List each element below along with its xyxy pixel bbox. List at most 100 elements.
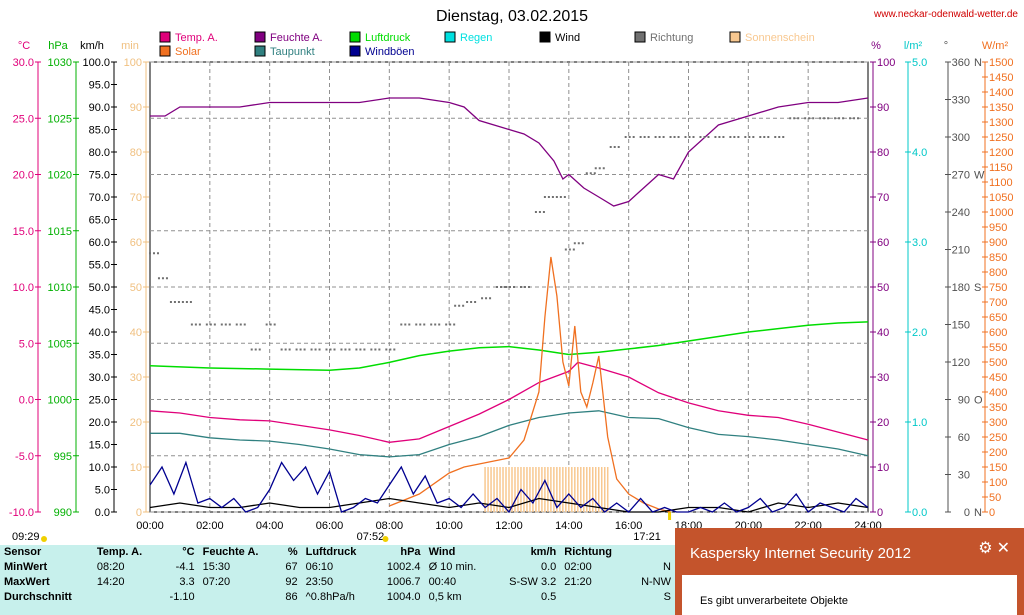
axis-tick-label: 50 [877, 282, 889, 294]
direction-point [466, 301, 469, 303]
direction-point [707, 136, 710, 138]
axis-tick-label: 200 [989, 447, 1007, 459]
stats-cell: 02:00 [564, 561, 592, 573]
axis-tick-label: 1010 [48, 282, 72, 294]
x-tick-label: 14:00 [555, 520, 583, 532]
axis-unit: °C [18, 40, 30, 52]
x-tick-label: 12:00 [495, 520, 523, 532]
kaspersky-notification[interactable]: Kaspersky Internet Security 2012 ⚙✕ Es g… [675, 528, 1024, 615]
axis-tick-label: 25.0 [89, 395, 110, 407]
direction-point [254, 348, 257, 351]
axis-tick-label: 0.0 [912, 507, 927, 519]
axis-tick-label: 70 [877, 192, 889, 204]
stats-header-wind: Wind [428, 546, 456, 558]
stats-cell [199, 590, 277, 605]
axis-tick-label: 10.0 [13, 282, 34, 294]
axis-tick-label: 90 [130, 102, 142, 114]
direction-point [763, 136, 766, 138]
stats-cell: 92 [285, 576, 298, 588]
weather-chart: Dienstag, 03.02.2015 www.neckar-odenwald-… [9, 8, 1019, 543]
direction-point [213, 323, 216, 326]
stats-cell: 3.3 [179, 576, 195, 588]
axis-tick-label: 250 [989, 432, 1007, 444]
direction-point [265, 323, 268, 326]
direction-point [161, 277, 164, 280]
axis-tick-label: 400 [989, 387, 1007, 399]
direction-point [834, 117, 837, 120]
series-line-wind [149, 497, 869, 513]
axis-tick-label: 5.0 [95, 485, 110, 497]
direction-point [378, 348, 381, 351]
direction-point [190, 323, 193, 326]
axis-tick-label: 20.0 [89, 417, 110, 429]
axis-tick-label: 40.0 [89, 327, 110, 339]
legend-label: Richtung [650, 32, 693, 44]
stats-header-wind-unit: km/h [530, 546, 557, 558]
axis-tick-label: 75.0 [89, 170, 110, 182]
axis-tick-label: 60 [958, 432, 970, 444]
direction-point [551, 196, 554, 198]
stats-cell [93, 590, 158, 605]
axis-tick-label: 40 [130, 327, 142, 339]
stats-cell: 14:20 [96, 576, 125, 588]
direction-point [404, 323, 407, 326]
legend-swatch [729, 31, 741, 43]
direction-point [527, 286, 530, 288]
direction-point [658, 136, 661, 138]
axis-tick-label: 90 [958, 395, 970, 407]
axis-tick-label: 30 [877, 372, 889, 384]
direction-point [462, 304, 465, 307]
direction-point [220, 323, 223, 326]
direction-point [842, 117, 845, 120]
direction-point [632, 136, 635, 138]
axis-unit: min [121, 40, 139, 52]
direction-point [827, 117, 830, 120]
axis-tick-label: 1015 [48, 226, 72, 238]
direction-point [767, 136, 770, 138]
direction-point [359, 348, 362, 351]
stats-cell: -4.1 [175, 561, 195, 573]
direction-point [258, 348, 261, 351]
legend-label: Feuchte A. [270, 32, 323, 44]
axis-unit: l/m² [904, 40, 923, 52]
series-line-luftdruck [149, 321, 869, 371]
stats-cell: 67 [285, 561, 298, 573]
sunrise-icon [382, 536, 389, 542]
compass-label: S [974, 282, 981, 294]
direction-point [797, 117, 800, 120]
direction-point [774, 136, 777, 138]
axis-tick-label: 1050 [989, 192, 1013, 204]
direction-point [489, 297, 492, 300]
compass-label: W [974, 170, 985, 182]
sunset-time: 17:21 [633, 531, 661, 543]
direction-point [692, 136, 695, 138]
direction-point [617, 146, 620, 148]
series-line-feuchte-a- [150, 97, 869, 207]
axis-tick-label: 100.0 [82, 57, 110, 69]
direction-point [165, 277, 168, 280]
stats-cell: 86 [285, 591, 298, 603]
stats-row-label: MaxWert [4, 576, 50, 588]
legend-swatch [539, 31, 551, 43]
chart-title: Dienstag, 03.02.2015 [436, 8, 588, 25]
stats-cell: 07:20 [202, 576, 231, 588]
direction-point [547, 196, 550, 198]
axis-tick-label: 50 [989, 492, 1001, 504]
site-url: www.neckar-odenwald-wetter.de [873, 9, 1018, 20]
compass-label: O [974, 395, 983, 407]
axis-tick-label: 1500 [989, 57, 1013, 69]
direction-point [224, 323, 227, 326]
notification-body[interactable]: Es gibt unverarbeitete Objekte [682, 575, 1017, 615]
x-tick-label: 00:00 [136, 520, 164, 532]
axis-tick-label: 15.0 [89, 440, 110, 452]
notification-controls[interactable]: ⚙✕ [978, 540, 1014, 557]
direction-point [613, 146, 616, 148]
axis-tick-label: 850 [989, 252, 1007, 264]
direction-point [470, 301, 473, 303]
direction-point [344, 348, 347, 351]
legend-swatch [254, 31, 266, 43]
axis-tick-label: 70.0 [89, 192, 110, 204]
axis-tick-label: 650 [989, 312, 1007, 324]
axis-tick-label: 40 [877, 327, 889, 339]
axis-tick-label: 350 [989, 402, 1007, 414]
